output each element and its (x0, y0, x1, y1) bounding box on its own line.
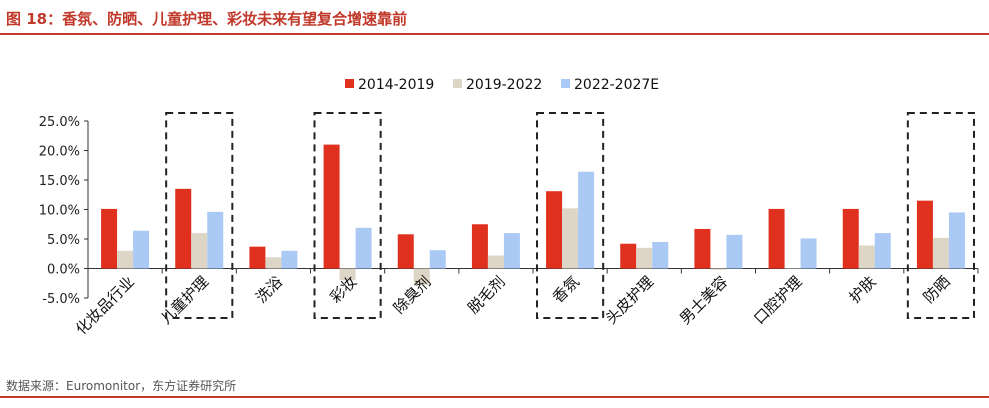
category-label: 口腔护理 (750, 273, 805, 328)
bar (784, 268, 801, 270)
category-label: 香氛 (549, 273, 583, 307)
category-label: 除臭剂 (390, 273, 435, 318)
bar (397, 234, 414, 269)
bar (503, 233, 520, 269)
bar (355, 227, 372, 269)
legend-swatch (561, 79, 570, 88)
bar (339, 268, 356, 281)
bar (249, 246, 266, 269)
bar (842, 208, 859, 269)
legend-label: 2019-2022 (466, 77, 542, 93)
bar (636, 247, 653, 269)
y-tick-label: 0.0% (47, 263, 80, 278)
category-label: 男士美容 (676, 273, 731, 328)
bar (191, 233, 208, 269)
legend-label: 2022-2027E (574, 77, 659, 93)
y-tick-label: -5.0% (42, 292, 80, 307)
bar (265, 257, 282, 269)
category-label: 化妆品行业 (72, 273, 138, 339)
bar (207, 211, 224, 269)
highlight-box (165, 112, 234, 319)
bar (175, 188, 192, 269)
y-tick-label: 15.0% (39, 174, 80, 189)
bar-chart: 25.0%20.0%15.0%10.0%5.0%0.0%-5.0%化妆品行业 儿童… (39, 77, 979, 339)
legend-swatch (453, 79, 462, 88)
y-tick-label: 20.0% (39, 145, 80, 160)
bar (726, 234, 743, 269)
bar (281, 250, 298, 269)
source-note: 数据来源：Euromonitor，东方证券研究所 (6, 379, 237, 393)
highlight-box (906, 112, 975, 319)
category-label: 洗浴 (252, 273, 286, 307)
bar (932, 237, 949, 269)
legend-label: 2014-2019 (358, 77, 434, 93)
bar (323, 144, 340, 269)
bar (413, 268, 430, 286)
bar (578, 171, 595, 269)
highlight-box (536, 112, 605, 319)
y-tick-label: 5.0% (47, 233, 80, 248)
title-divider (0, 33, 989, 35)
bar (562, 208, 579, 269)
bar (101, 208, 118, 269)
chart-title: 图 18：香氛、防晒、儿童护理、彩妆未来有望复合增速靠前 (6, 10, 408, 28)
bar (948, 212, 965, 269)
bar (694, 228, 711, 269)
bar (487, 255, 504, 269)
bar (471, 224, 488, 269)
highlight-box (313, 112, 382, 319)
y-tick-label: 25.0% (39, 115, 80, 130)
bar (800, 238, 817, 269)
bar (916, 200, 933, 269)
bar (133, 230, 150, 269)
category-label: 头皮护理 (602, 273, 657, 328)
category-label: 护肤 (846, 273, 880, 307)
bar (858, 245, 875, 269)
y-tick-label: 10.0% (39, 204, 80, 219)
bar (652, 241, 669, 269)
bar (710, 268, 727, 270)
bar (117, 250, 134, 269)
bar (874, 233, 891, 269)
bar (429, 250, 446, 269)
legend-swatch (345, 79, 354, 88)
category-label: 防晒 (920, 273, 954, 307)
bar (546, 191, 563, 269)
category-label: 脱毛剂 (464, 273, 509, 318)
bottom-divider (0, 396, 989, 398)
bar (620, 243, 637, 269)
bar (768, 208, 785, 269)
